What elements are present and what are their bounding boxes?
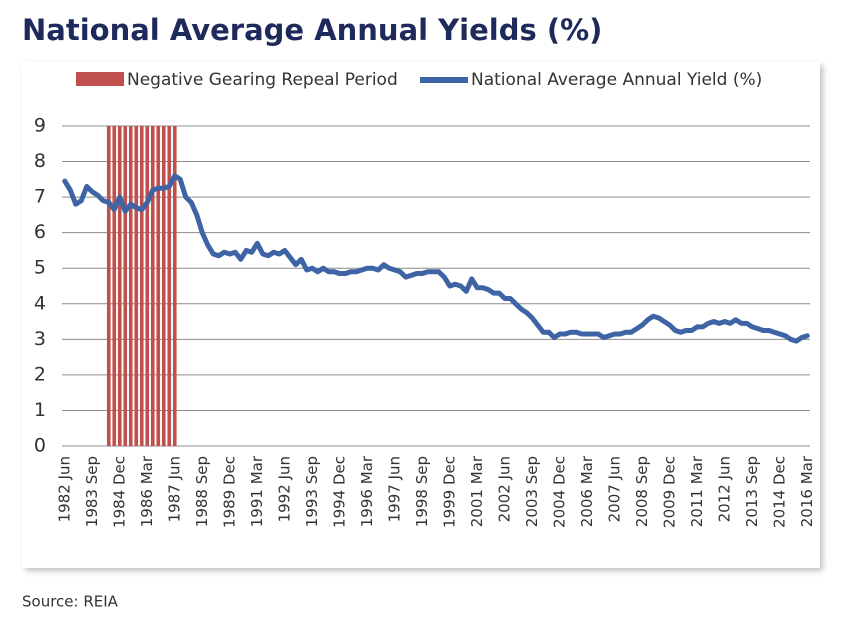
x-tick-label: 1986 Mar <box>138 455 156 527</box>
y-tick-label: 9 <box>34 115 46 137</box>
legend-label: Negative Gearing Repeal Period <box>127 70 398 90</box>
y-tick-label: 6 <box>34 221 46 243</box>
x-tick-label: 1989 Dec <box>220 456 238 528</box>
legend-label: National Average Annual Yield (%) <box>471 70 762 90</box>
x-tick-label: 2001 Mar <box>468 455 486 527</box>
x-tick-label: 2012 Jun <box>715 456 733 522</box>
y-tick-label: 1 <box>34 399 46 421</box>
y-tick-label: 8 <box>34 150 46 172</box>
y-tick-label: 3 <box>34 328 46 350</box>
bar <box>167 126 172 446</box>
y-tick-label: 4 <box>34 292 46 314</box>
bar <box>145 126 150 446</box>
x-tick-label: 1988 Sep <box>193 456 211 527</box>
bar <box>139 126 144 446</box>
line <box>62 173 810 344</box>
x-tick-label: 2014 Dec <box>770 456 788 528</box>
x-tick-label: 1992 Jun <box>275 456 293 522</box>
x-tick-label: 2006 Mar <box>578 455 596 527</box>
x-tick-label: 1984 Dec <box>110 456 128 528</box>
bar <box>134 126 139 446</box>
y-tick-label: 0 <box>34 435 46 457</box>
source-note: Source: REIA <box>22 593 119 611</box>
bar <box>150 126 155 446</box>
bar <box>172 126 177 446</box>
bar <box>117 126 122 446</box>
x-tick-label: 2003 Sep <box>523 456 541 527</box>
x-tick-label: 2009 Dec <box>660 456 678 528</box>
bar <box>161 126 166 446</box>
x-tick-label: 1999 Dec <box>440 456 458 528</box>
x-tick-label: 2004 Dec <box>550 456 568 528</box>
y-tick-label: 7 <box>34 186 46 208</box>
x-tick-label: 2016 Mar <box>798 455 816 527</box>
x-tick-label: 1991 Mar <box>248 455 266 527</box>
x-tick-label: 2013 Sep <box>743 456 761 527</box>
x-tick-label: 1997 Jun <box>385 456 403 522</box>
x-tick-label: 1983 Sep <box>83 456 101 527</box>
x-tick-label: 1982 Jun <box>55 456 73 522</box>
x-tick-label: 2011 Mar <box>688 455 706 527</box>
bar <box>156 126 161 446</box>
x-tick-label: 1998 Sep <box>413 456 431 527</box>
x-tick-label: 2008 Sep <box>633 456 651 527</box>
chart-panel <box>22 62 820 568</box>
x-tick-label: 2002 Jun <box>495 456 513 522</box>
bar <box>112 126 117 446</box>
x-tick-label: 1993 Sep <box>303 456 321 527</box>
chart-title: National Average Annual Yields (%) <box>22 13 602 47</box>
y-tick-label: 2 <box>34 363 46 385</box>
y-tick-label: 5 <box>34 257 46 279</box>
bar <box>128 126 133 446</box>
bar <box>123 126 128 446</box>
x-tick-label: 1987 Jun <box>165 456 183 522</box>
x-tick-label: 2007 Jun <box>605 456 623 522</box>
x-tick-label: 1994 Dec <box>330 456 348 528</box>
bar <box>106 126 111 446</box>
legend-swatch-bar <box>76 72 124 86</box>
x-tick-label: 1996 Mar <box>358 455 376 527</box>
